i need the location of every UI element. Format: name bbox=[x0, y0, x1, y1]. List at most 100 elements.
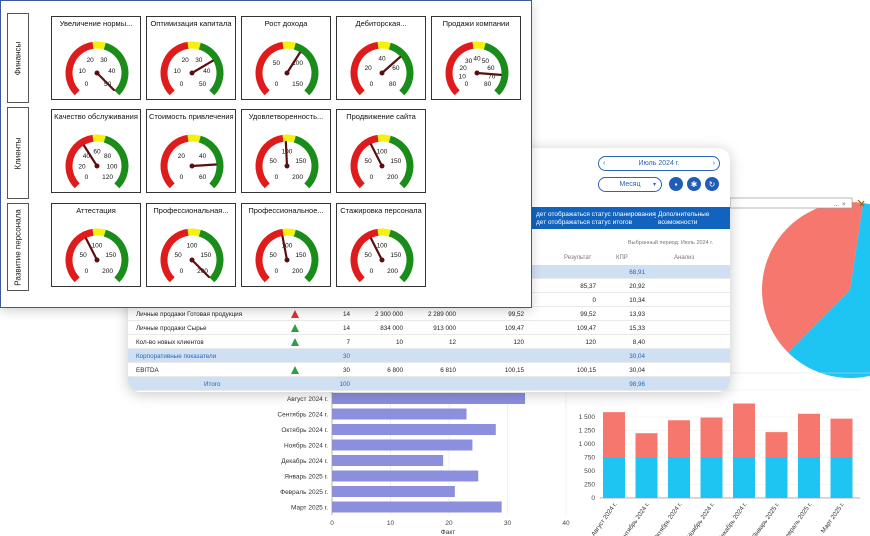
banner-more-2[interactable]: возможности bbox=[658, 219, 698, 226]
gauge-tick-label: 100 bbox=[282, 243, 293, 250]
gauge-hub bbox=[189, 163, 195, 169]
y-tick-label: 250 bbox=[584, 482, 595, 489]
gauge-needle bbox=[285, 51, 301, 75]
category-label: Сентябрь 2024 г. bbox=[277, 411, 328, 419]
more-dots-icon[interactable]: ⋮ bbox=[652, 212, 659, 219]
gauge-band bbox=[293, 229, 319, 283]
gauge-band bbox=[160, 228, 189, 283]
gauge-title: Стоимость привлечения... bbox=[149, 112, 233, 121]
table-row[interactable]: Корпоративные показатели 30 30,04 bbox=[128, 349, 730, 363]
trend-icon bbox=[291, 310, 299, 318]
gauge-band bbox=[282, 228, 296, 237]
table-row[interactable]: Итого 100 98,96 bbox=[128, 377, 730, 391]
gauge-band bbox=[377, 134, 391, 143]
gauge-tick-label: 100 bbox=[187, 243, 198, 250]
table-row[interactable]: EBITDA 30 6 800 6 810 100,15 100,15 30,04 bbox=[128, 363, 730, 377]
bar bbox=[332, 470, 479, 482]
gauge-tick-label: 0 bbox=[85, 174, 89, 181]
cell-result: 100,15 bbox=[576, 367, 596, 374]
gauge-tick-label: 120 bbox=[102, 174, 113, 181]
gauge-hub bbox=[284, 163, 290, 169]
stack-segment bbox=[668, 457, 690, 498]
gauge-tick-label: 150 bbox=[390, 158, 401, 165]
gauge-tick-label: 40 bbox=[473, 56, 481, 63]
gauge-tick-label: 0 bbox=[180, 174, 184, 181]
chevron-right-icon[interactable]: › bbox=[712, 160, 715, 167]
stack-segment bbox=[603, 457, 625, 498]
x-axis-label: Факт bbox=[441, 529, 455, 536]
table-row[interactable]: Личные продажи Готовая продукция 14 2 300 … bbox=[128, 307, 730, 321]
period-label: Июль 2024 г. bbox=[638, 160, 680, 167]
stack-segment bbox=[830, 418, 853, 458]
header-kpr: КПР bbox=[616, 255, 628, 261]
gauge-band bbox=[187, 228, 201, 237]
gauge-card[interactable]: Дебиторская... 0 20 40 60 80 bbox=[336, 16, 426, 100]
gauge-tick-label: 20 bbox=[178, 153, 186, 160]
gauge-tick-label: 20 bbox=[460, 65, 468, 72]
gear-icon[interactable]: ✱ bbox=[687, 177, 701, 191]
cell-fact: 913 000 bbox=[433, 325, 456, 332]
gauge-tick-label: 50 bbox=[273, 60, 281, 67]
gauge-tick-label: 70 bbox=[488, 73, 496, 80]
chevron-left-icon[interactable]: ‹ bbox=[603, 160, 606, 167]
horizontal-bar-chart: 0 10 20 30 40 Август 2024 г. Сентябрь 2024 г. О… bbox=[277, 389, 570, 536]
category-label: Январь 2025 г. bbox=[284, 474, 328, 481]
gauge-tick-label: 40 bbox=[108, 68, 116, 75]
banner-more-1[interactable]: Дополнительные bbox=[658, 211, 710, 218]
cell-kpr: 98,96 bbox=[629, 381, 645, 388]
gauge-card[interactable]: Оптимизация капитала 0 10 20 30 40 50 bbox=[146, 16, 236, 100]
cell-pct: 99,52 bbox=[508, 311, 524, 318]
stack-segment bbox=[603, 412, 625, 458]
category-label: Март 2025 г. bbox=[291, 505, 328, 512]
gauge-hub bbox=[379, 70, 385, 76]
gauge-card[interactable]: Стажировка персонала 0 50 100 150 200 bbox=[336, 203, 426, 287]
gauge-title: Профессиональное... bbox=[248, 206, 324, 215]
cell-result: 0 bbox=[592, 297, 596, 304]
category-clients: Клиенты bbox=[7, 107, 29, 199]
gauge-card[interactable]: Аттестация 0 50 100 150 200 bbox=[51, 203, 141, 287]
gauge-card[interactable]: Качество обслуживания 0 20 40 60 80 100 120 bbox=[51, 109, 141, 193]
chat-icon[interactable]: ▪ bbox=[669, 177, 683, 191]
cell-kpr: 30,04 bbox=[629, 367, 645, 374]
stack-segment bbox=[830, 457, 853, 498]
gauge-card[interactable]: Стоимость привлечения... 0 20 40 60 bbox=[146, 109, 236, 193]
table-row[interactable]: Личные продажи Сырье 14 834 000 913 000 109,… bbox=[128, 321, 730, 335]
gauge-tick-label: 20 bbox=[182, 57, 190, 64]
gauge-card[interactable]: Продажи компании 0 10 20 30 40 50 60 70 80 bbox=[431, 16, 521, 100]
gauge-card[interactable]: Рост дохода 0 50 100 150 bbox=[241, 16, 331, 100]
gauge-tick-label: 0 bbox=[275, 268, 279, 275]
gauge-band bbox=[293, 42, 319, 96]
bar bbox=[332, 408, 467, 420]
gauge-band bbox=[445, 41, 474, 96]
y-tick-label: 750 bbox=[584, 455, 595, 462]
refresh-icon[interactable]: ↻ bbox=[705, 177, 719, 191]
gauge-tick-label: 80 bbox=[484, 81, 492, 88]
table-row[interactable]: Кол-во новых клиентов 7 10 12 120 120 8,40 bbox=[128, 335, 730, 349]
period-selector[interactable]: ‹ Июль 2024 г. › bbox=[598, 156, 720, 171]
cell-weight: 100 bbox=[339, 381, 350, 388]
gauge-band bbox=[483, 42, 509, 96]
gauge-card[interactable]: Профессиональное... 0 50 100 150 200 bbox=[241, 203, 331, 287]
gauge-tick-label: 50 bbox=[482, 58, 490, 65]
cell-plan: 834 000 bbox=[380, 325, 403, 332]
banner-text-1: дет отображаться статус планирования bbox=[536, 211, 656, 218]
period-type-select[interactable]: Месяц ▾ bbox=[598, 177, 662, 192]
gauge-title: Аттестация bbox=[76, 206, 116, 215]
x-tick-label: 30 bbox=[504, 520, 512, 527]
gauge-band bbox=[103, 135, 129, 189]
gauge-hub bbox=[284, 257, 290, 263]
gauge-tick-label: 50 bbox=[199, 81, 207, 88]
cell-kpr: 68,91 bbox=[629, 269, 645, 276]
gauge-card[interactable]: Продвижение сайта 0 50 100 150 200 bbox=[336, 109, 426, 193]
cell-kpr: 30,04 bbox=[629, 353, 645, 360]
gauge-tick-label: 20 bbox=[365, 65, 373, 72]
category-finance: Финансы bbox=[7, 13, 29, 103]
gauge-title: Оптимизация капитала bbox=[150, 19, 232, 28]
gauge-hub bbox=[379, 257, 385, 263]
